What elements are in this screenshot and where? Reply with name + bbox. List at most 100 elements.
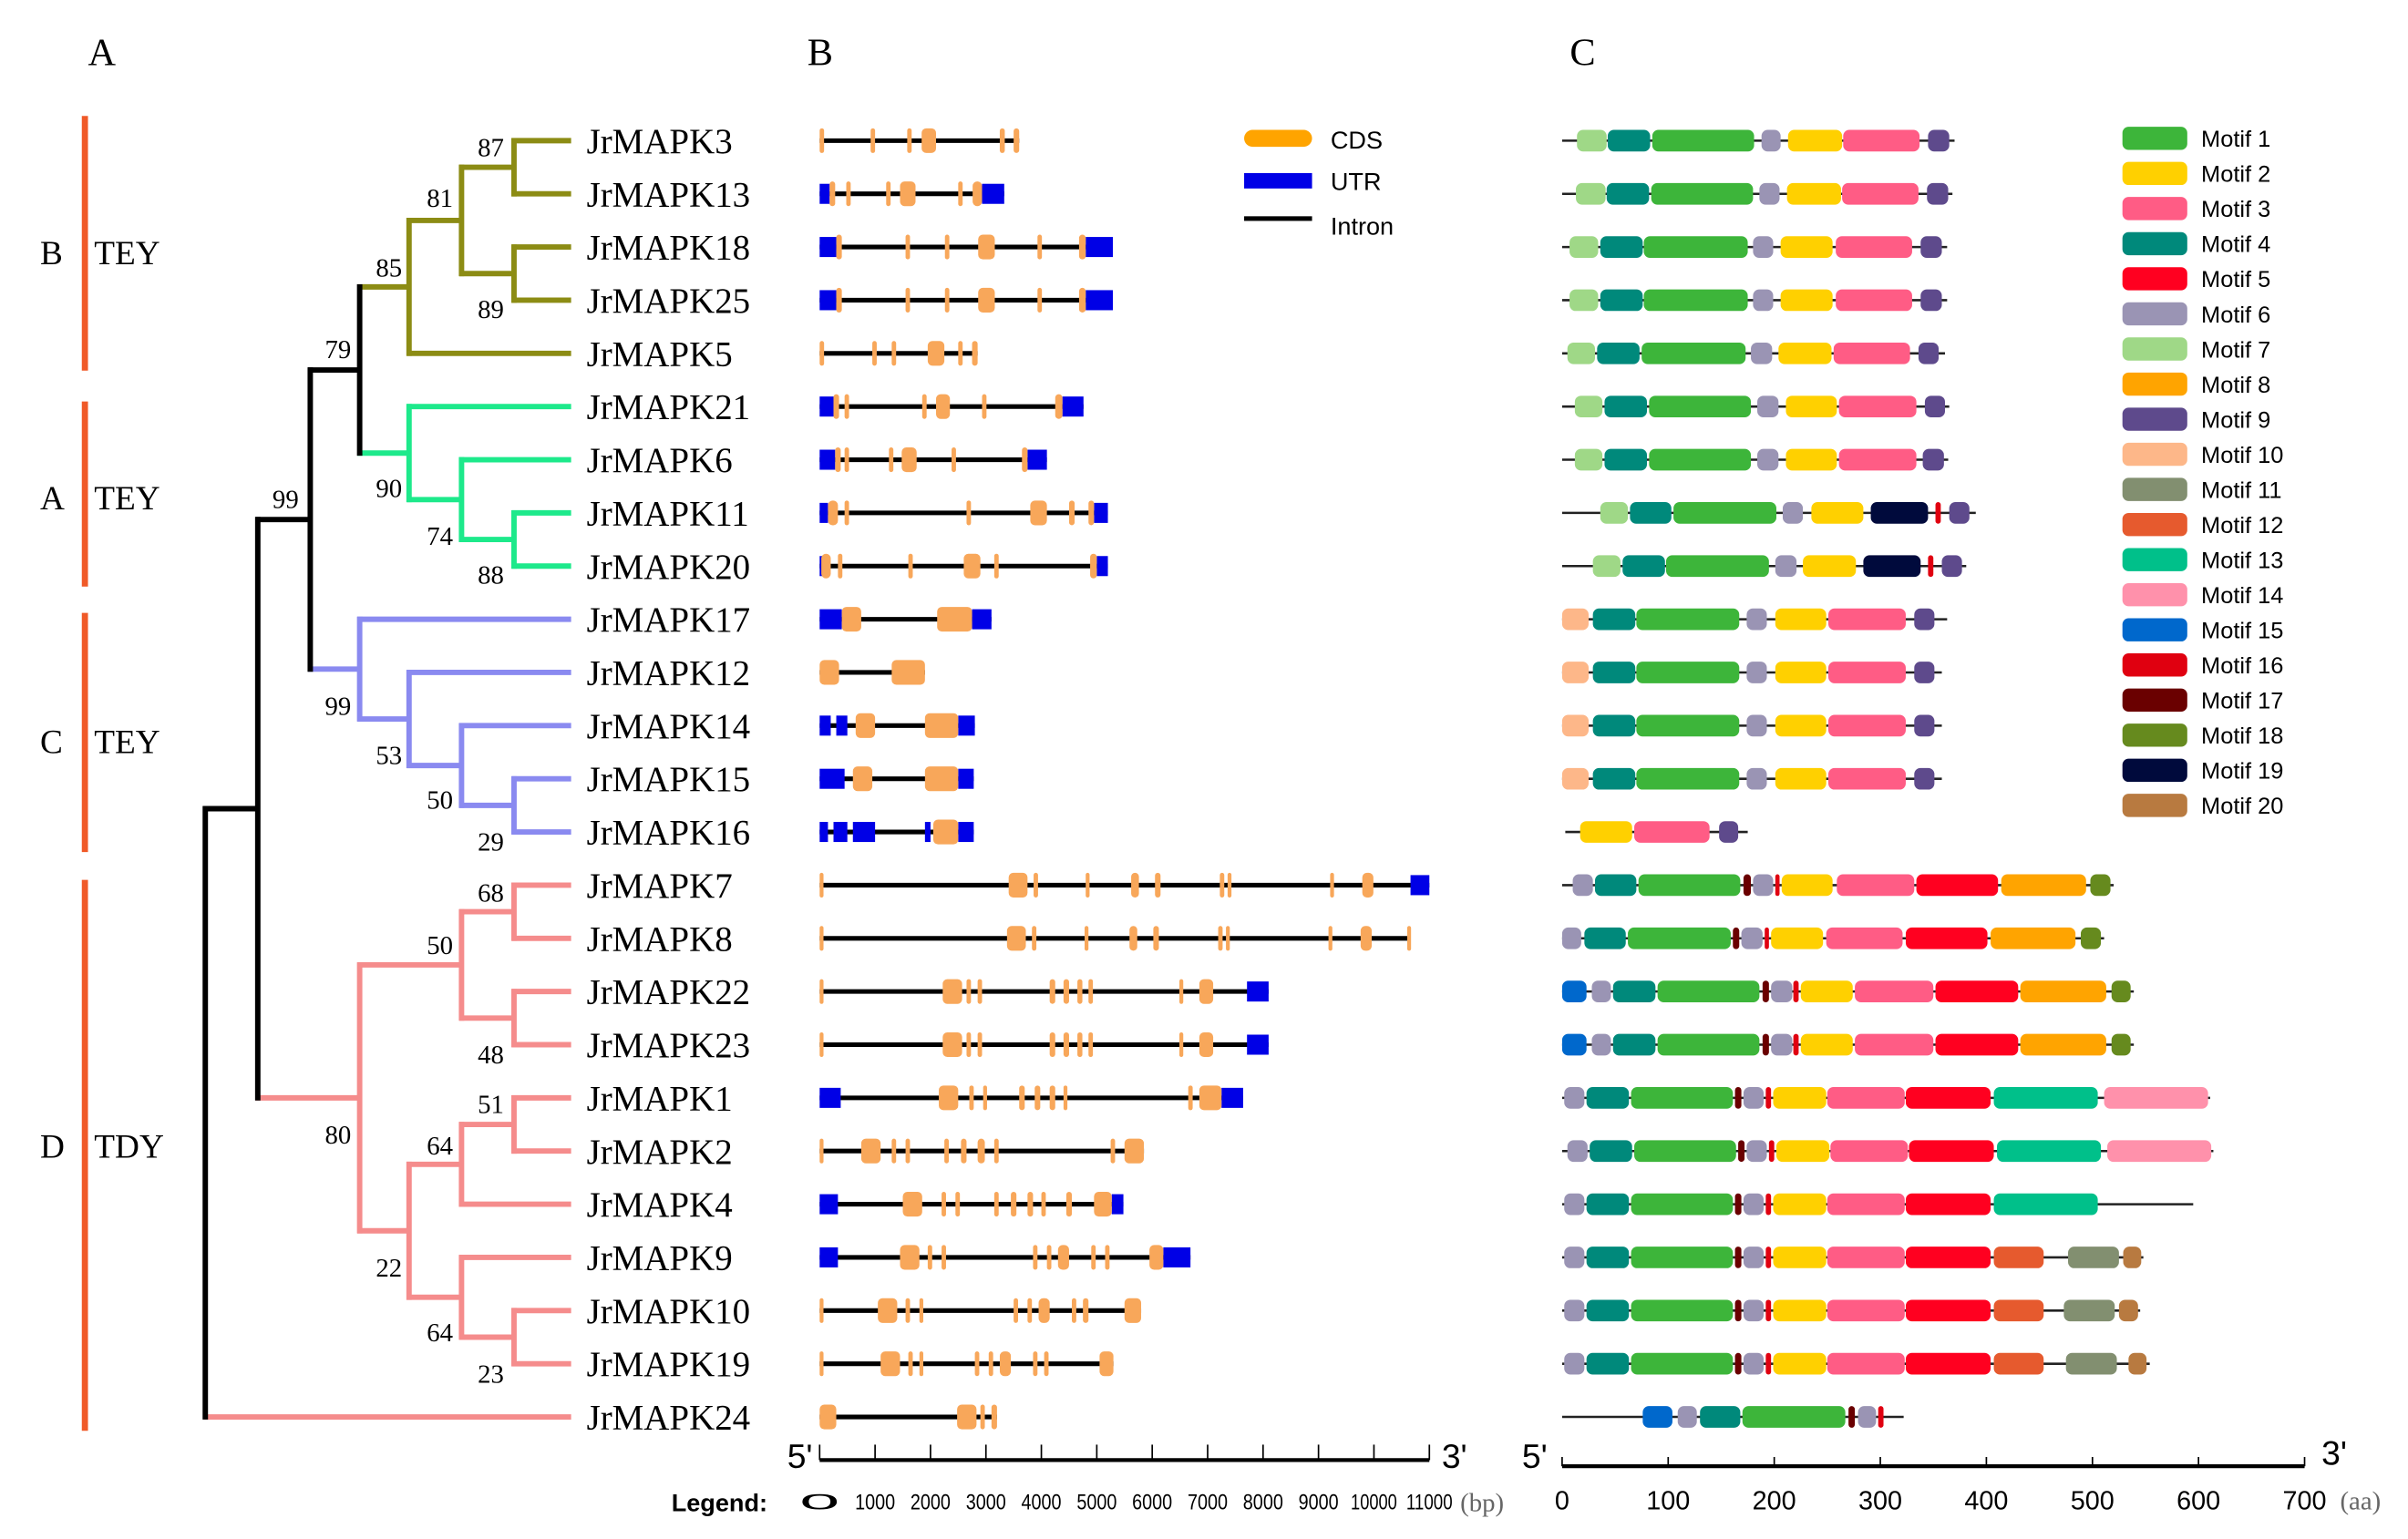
motif-4-block [1592, 662, 1636, 683]
bootstrap-value: 74 [427, 522, 453, 551]
gene-structure-row [819, 446, 1047, 473]
motif-6-block [1757, 395, 1779, 418]
gene-axis-tick-label: 2000 [911, 1492, 951, 1515]
motif-14-block [2107, 1140, 2212, 1163]
cds-exon [1188, 1085, 1193, 1111]
cds-exon [855, 713, 876, 738]
motif-16-block [1765, 1247, 1772, 1268]
motif-legend-swatch [2122, 477, 2187, 501]
cds-legend-label: CDS [1331, 126, 1383, 154]
motif-16-block [1765, 1087, 1772, 1109]
utr-block [819, 1194, 839, 1215]
motif-4-block [1604, 395, 1648, 418]
cds-exon [1084, 926, 1089, 951]
motif-4-block [1592, 608, 1636, 631]
motif-3-block [1827, 1087, 1905, 1109]
cds-exon [1027, 1298, 1033, 1323]
motif-6-block [1746, 714, 1767, 737]
motif-legend-label: Motif 14 [2201, 583, 2283, 609]
cds-exon [1063, 1085, 1068, 1111]
motif-legend-swatch [2122, 372, 2187, 396]
motif-6-block [1751, 342, 1773, 364]
cds-exon [819, 872, 824, 898]
protein-motif-row [1561, 129, 1955, 152]
utr-legend-swatch [1244, 172, 1312, 189]
motif-legend-label: Motif 1 [2201, 127, 2270, 152]
motif-legend-label: Motif 8 [2201, 373, 2270, 398]
motif-legend-label: Motif 19 [2201, 759, 2283, 785]
cds-exon [1155, 872, 1161, 898]
gene-axis-tick-label: 7000 [1188, 1492, 1228, 1515]
motif-6-block [1591, 1033, 1611, 1056]
cds-exon [1046, 1245, 1052, 1270]
motif-2-block [1780, 236, 1833, 258]
subfamily-letter: C [40, 724, 63, 762]
bootstrap-value: 90 [376, 475, 402, 504]
motif-3-block [1836, 289, 1912, 312]
gene-label: JrMAPK19 [587, 1345, 751, 1384]
cds-exon [1033, 1351, 1038, 1377]
motif-6-block [1771, 1033, 1793, 1056]
gene-label: JrMAPK13 [587, 175, 751, 214]
utr-block [1247, 1034, 1269, 1055]
motif-10-block [1561, 714, 1590, 737]
motif-legend-label: Motif 6 [2201, 303, 2270, 328]
gene-label: JrMAPK7 [587, 867, 733, 906]
gene-structure-row [819, 926, 1412, 951]
gene-structure-row [819, 1404, 997, 1430]
gene-label: JrMAPK15 [587, 760, 751, 799]
bootstrap-value: 81 [427, 184, 453, 213]
motif-3-block [1837, 874, 1915, 897]
cds-exon [969, 1085, 974, 1111]
motif-legend-label: Motif 4 [2201, 232, 2270, 258]
cds-exon [1027, 1192, 1034, 1217]
cds-exon [982, 394, 987, 419]
utr-block [1027, 449, 1047, 470]
motif-3-block [1855, 1033, 1934, 1056]
protein-motif-row [1561, 1299, 2141, 1322]
panel-label-a: A [88, 31, 117, 74]
cds-exon [1153, 926, 1159, 951]
utr-block [819, 449, 836, 470]
motif-legend-label: Motif 3 [2201, 197, 2270, 222]
gene-axis-tick-label: 8000 [1243, 1492, 1283, 1515]
motif-5-block [1916, 874, 1999, 897]
utr-block [819, 1087, 841, 1108]
cds-exon [1129, 926, 1137, 951]
cds-exon [828, 500, 839, 526]
motif-13-block [1993, 1193, 2098, 1216]
motif-6-block [1591, 980, 1611, 1002]
cds-exon [924, 766, 959, 792]
bootstrap-value: 29 [478, 827, 504, 857]
gene-label: JrMAPK12 [587, 654, 751, 693]
motif-7-block [1600, 502, 1629, 524]
gene-structure-row [819, 1298, 1142, 1323]
cds-exon [819, 1404, 837, 1430]
motif-8-block [2020, 1033, 2106, 1056]
cds-exon [1049, 979, 1055, 1004]
motif-1-block [1636, 767, 1740, 790]
motif-11-block [2068, 1247, 2119, 1268]
bootstrap-value: 85 [376, 253, 402, 282]
motif-1-block [1636, 662, 1740, 683]
gene-label: JrMAPK17 [587, 600, 751, 640]
protein-motif-row [1561, 980, 2135, 1002]
cds-exon [1034, 872, 1038, 898]
motif-legend: Motif 1 Motif 2 Motif 3 Motif 4 Motif 5 Motif… [2122, 127, 2283, 819]
utr-block [819, 715, 831, 736]
protein-axis-tick-label: 700 [2283, 1487, 2327, 1516]
cds-exon [942, 1192, 946, 1217]
gene-label: JrMAPK10 [587, 1292, 751, 1331]
gene-axis-unit: (bp) [1460, 1488, 1504, 1517]
bootstrap-value: 23 [478, 1360, 504, 1390]
gene-label: JrMAPK2 [587, 1133, 733, 1172]
motif-3-block [1827, 1352, 1905, 1375]
utr-block [852, 822, 876, 843]
cds-exon [921, 128, 937, 153]
motif-legend-label: Motif 17 [2201, 689, 2283, 714]
protein-axis-3prime: 3' [2321, 1433, 2347, 1472]
motif-2-block [1773, 1352, 1827, 1375]
motif-10-block [1561, 662, 1590, 683]
bootstrap-value: 53 [376, 742, 402, 771]
motif-12-block [1993, 1299, 2044, 1322]
